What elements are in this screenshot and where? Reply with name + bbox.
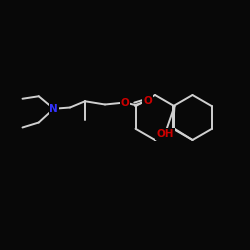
Text: N: N [50, 104, 58, 114]
Text: O: O [143, 96, 152, 106]
Text: OH: OH [156, 129, 174, 139]
Text: O: O [120, 98, 130, 108]
